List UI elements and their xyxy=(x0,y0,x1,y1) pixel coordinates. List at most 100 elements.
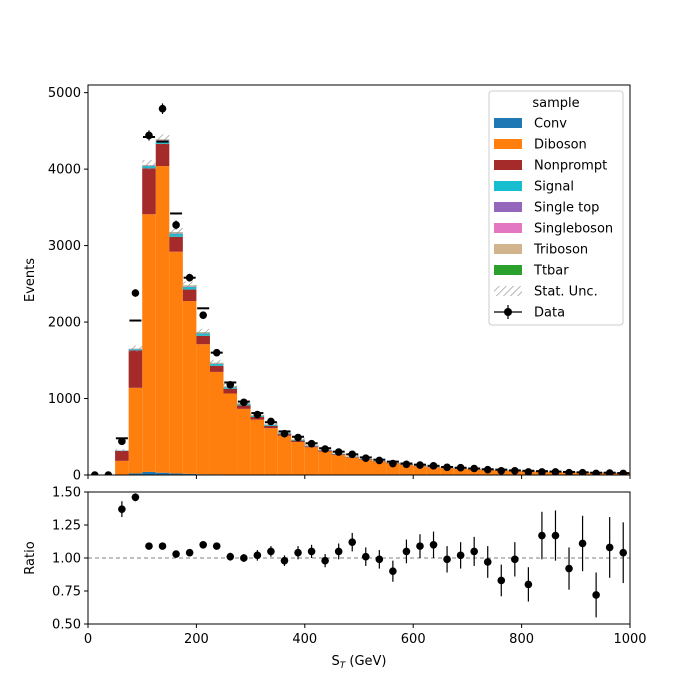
bar-diboson xyxy=(142,214,156,472)
bar-diboson xyxy=(169,251,183,474)
bar-diboson xyxy=(196,344,210,475)
data-point xyxy=(131,289,140,297)
data-point xyxy=(402,460,411,469)
data-point xyxy=(619,469,628,475)
main-panel: 0 1000 2000 3000 4000 5000 Events xyxy=(23,84,631,484)
data-point xyxy=(361,454,370,462)
ratio-point xyxy=(145,542,153,550)
x-tick-label: 0 xyxy=(84,632,92,647)
data-point xyxy=(497,466,506,475)
data-point xyxy=(321,445,329,453)
legend-swatch-hatch xyxy=(494,286,522,296)
legend-label: Diboson xyxy=(534,138,587,153)
data-point xyxy=(416,461,424,469)
bar-nonprompt xyxy=(128,350,143,388)
data-point xyxy=(267,417,275,426)
bar-diboson xyxy=(399,464,414,475)
data-point xyxy=(294,433,302,442)
legend-label: Data xyxy=(534,306,565,321)
ratio-point xyxy=(131,493,140,502)
data-point xyxy=(307,439,316,448)
ratio-point xyxy=(416,542,424,550)
main-plot-frame xyxy=(87,84,631,476)
ratio-point xyxy=(240,554,248,562)
x-tick-label: 200 xyxy=(184,632,209,647)
legend-swatch xyxy=(494,223,522,233)
ratio-point xyxy=(551,531,560,540)
y-tick-label: 0.75 xyxy=(52,585,81,600)
data-point xyxy=(226,380,235,389)
data-point xyxy=(443,463,451,472)
ratio-y-axis-ticks: 0.50 0.75 1.00 1.25 1.50 xyxy=(52,486,88,633)
ratio-panel: 0.50 0.75 1.00 1.25 1.50 0 200 400 600 800 1000 R… xyxy=(23,486,647,672)
bar-diboson xyxy=(209,371,224,475)
legend-label: Signal xyxy=(534,180,574,195)
data-point xyxy=(185,273,194,282)
bar-nonprompt xyxy=(169,236,183,252)
legend-item: Data xyxy=(494,305,565,321)
stat-unc-band xyxy=(209,359,224,366)
legend-item: Ttbar xyxy=(494,264,569,279)
ratio-x-axis-ticks: 0 200 400 600 800 1000 xyxy=(84,624,647,647)
legend: sample Conv Diboson Nonprompt Signal Single … xyxy=(488,90,624,326)
data-point xyxy=(199,311,207,319)
bar-diboson xyxy=(331,455,346,475)
ratio-point xyxy=(456,551,465,560)
bar-diboson xyxy=(318,451,332,475)
bar-diboson xyxy=(128,387,143,474)
legend-item: Diboson xyxy=(494,138,587,153)
x-tick-label: 800 xyxy=(509,632,534,647)
data-point xyxy=(90,471,99,475)
bar-diboson xyxy=(277,435,292,475)
ratio-point xyxy=(605,543,614,552)
ratio-point xyxy=(497,576,506,585)
y-tick-label: 0 xyxy=(73,469,81,484)
y-tick-label: 3000 xyxy=(48,239,81,254)
ratio-point xyxy=(524,580,533,589)
bar-diboson xyxy=(304,447,319,475)
ratio-point xyxy=(619,548,628,557)
data-point xyxy=(524,468,533,475)
bar-diboson xyxy=(291,441,305,475)
legend-label: Triboson xyxy=(533,243,588,258)
data-point xyxy=(538,468,546,475)
bar-diboson xyxy=(237,408,251,475)
ratio-point xyxy=(429,541,438,549)
legend-title: sample xyxy=(532,96,579,111)
bar-nonprompt xyxy=(209,365,224,372)
ratio-point xyxy=(172,550,180,558)
bar-diboson xyxy=(372,461,387,475)
data-point xyxy=(348,450,357,459)
legend-item: Signal xyxy=(494,180,574,195)
ratio-point xyxy=(578,539,587,548)
ratio-point xyxy=(389,567,397,575)
legend-swatch xyxy=(494,265,522,275)
bar-nonprompt xyxy=(264,425,278,429)
data-point xyxy=(565,468,573,475)
data-point xyxy=(212,348,221,357)
bar-nonprompt xyxy=(142,168,156,215)
ratio-point xyxy=(470,547,478,556)
ratio-point xyxy=(118,505,126,513)
ratio-point xyxy=(307,547,316,556)
legend-label: Stat. Unc. xyxy=(534,285,598,300)
y-tick-label: 1.50 xyxy=(52,486,81,501)
stat-unc-band xyxy=(169,227,183,237)
ratio-point xyxy=(538,531,546,540)
x-tick-label: 1000 xyxy=(613,632,646,647)
ratio-point xyxy=(253,551,262,560)
main-y-axis-ticks: 0 1000 2000 3000 4000 5000 xyxy=(48,86,88,484)
ratio-point xyxy=(185,548,194,557)
data-point xyxy=(145,131,153,140)
legend-frame xyxy=(488,90,624,326)
main-y-axis-label: Events xyxy=(23,258,38,302)
bar-nonprompt xyxy=(196,335,210,345)
bar-diboson xyxy=(155,166,170,473)
bar-diboson xyxy=(359,460,373,475)
bar-nonprompt xyxy=(237,405,251,409)
bar-conv xyxy=(142,471,156,475)
bar-conv xyxy=(155,472,170,475)
ratio-point xyxy=(443,555,451,564)
ratio-point xyxy=(267,547,275,556)
